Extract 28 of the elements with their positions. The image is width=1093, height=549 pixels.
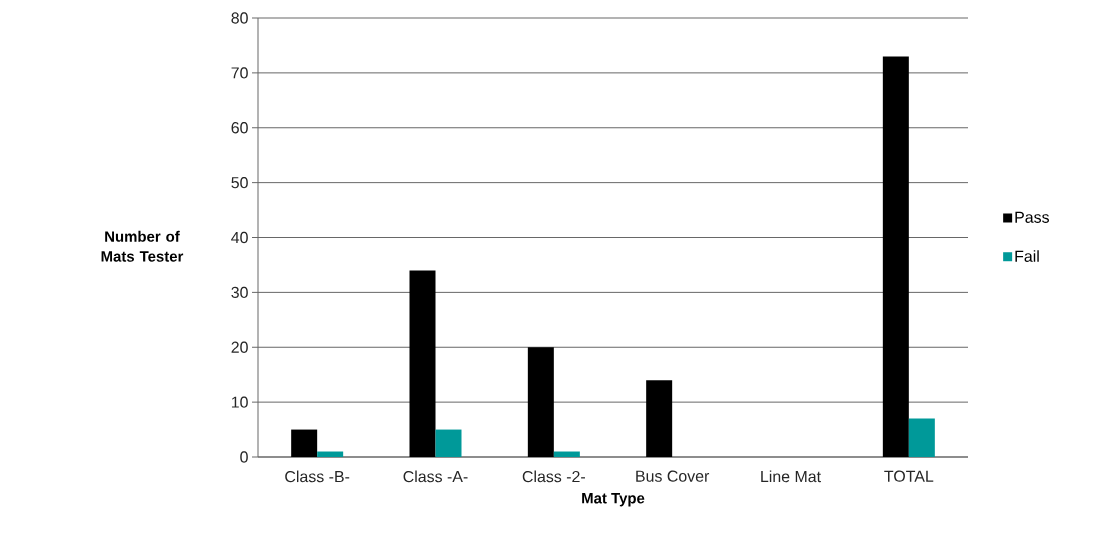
y-tick-label: 10 bbox=[231, 396, 248, 408]
bar bbox=[435, 429, 462, 457]
y-axis-title: Number of Mats Tester bbox=[101, 230, 184, 262]
bar bbox=[317, 451, 344, 457]
legend-label: Pass bbox=[1015, 211, 1049, 223]
y-tick-label: 0 bbox=[240, 451, 248, 463]
bar bbox=[908, 418, 935, 457]
bar bbox=[409, 270, 436, 457]
y-tick-label: 50 bbox=[231, 176, 248, 189]
y-tick-label: 20 bbox=[231, 341, 248, 353]
bar bbox=[646, 380, 673, 457]
x-tick-label: Class -A- bbox=[403, 470, 468, 483]
y-tick-label: 80 bbox=[231, 12, 248, 24]
x-tick-label: Bus Cover bbox=[636, 470, 710, 482]
y-tick-label: 70 bbox=[231, 67, 248, 79]
y-tick-label: 60 bbox=[231, 122, 248, 134]
x-tick-label: TOTAL bbox=[884, 470, 934, 482]
x-tick-label: Line Mat bbox=[761, 470, 821, 483]
bar bbox=[553, 451, 580, 457]
x-axis-title: Mat Type bbox=[582, 493, 645, 507]
x-tick-label: Class -B- bbox=[285, 470, 350, 483]
bar bbox=[291, 429, 318, 457]
bar bbox=[882, 56, 909, 457]
y-tick-label: 30 bbox=[231, 286, 248, 299]
legend-label: Fail bbox=[1015, 250, 1039, 262]
y-tick-label: 40 bbox=[231, 231, 248, 244]
x-tick-label: Class -2- bbox=[522, 470, 585, 483]
bar bbox=[527, 347, 554, 457]
